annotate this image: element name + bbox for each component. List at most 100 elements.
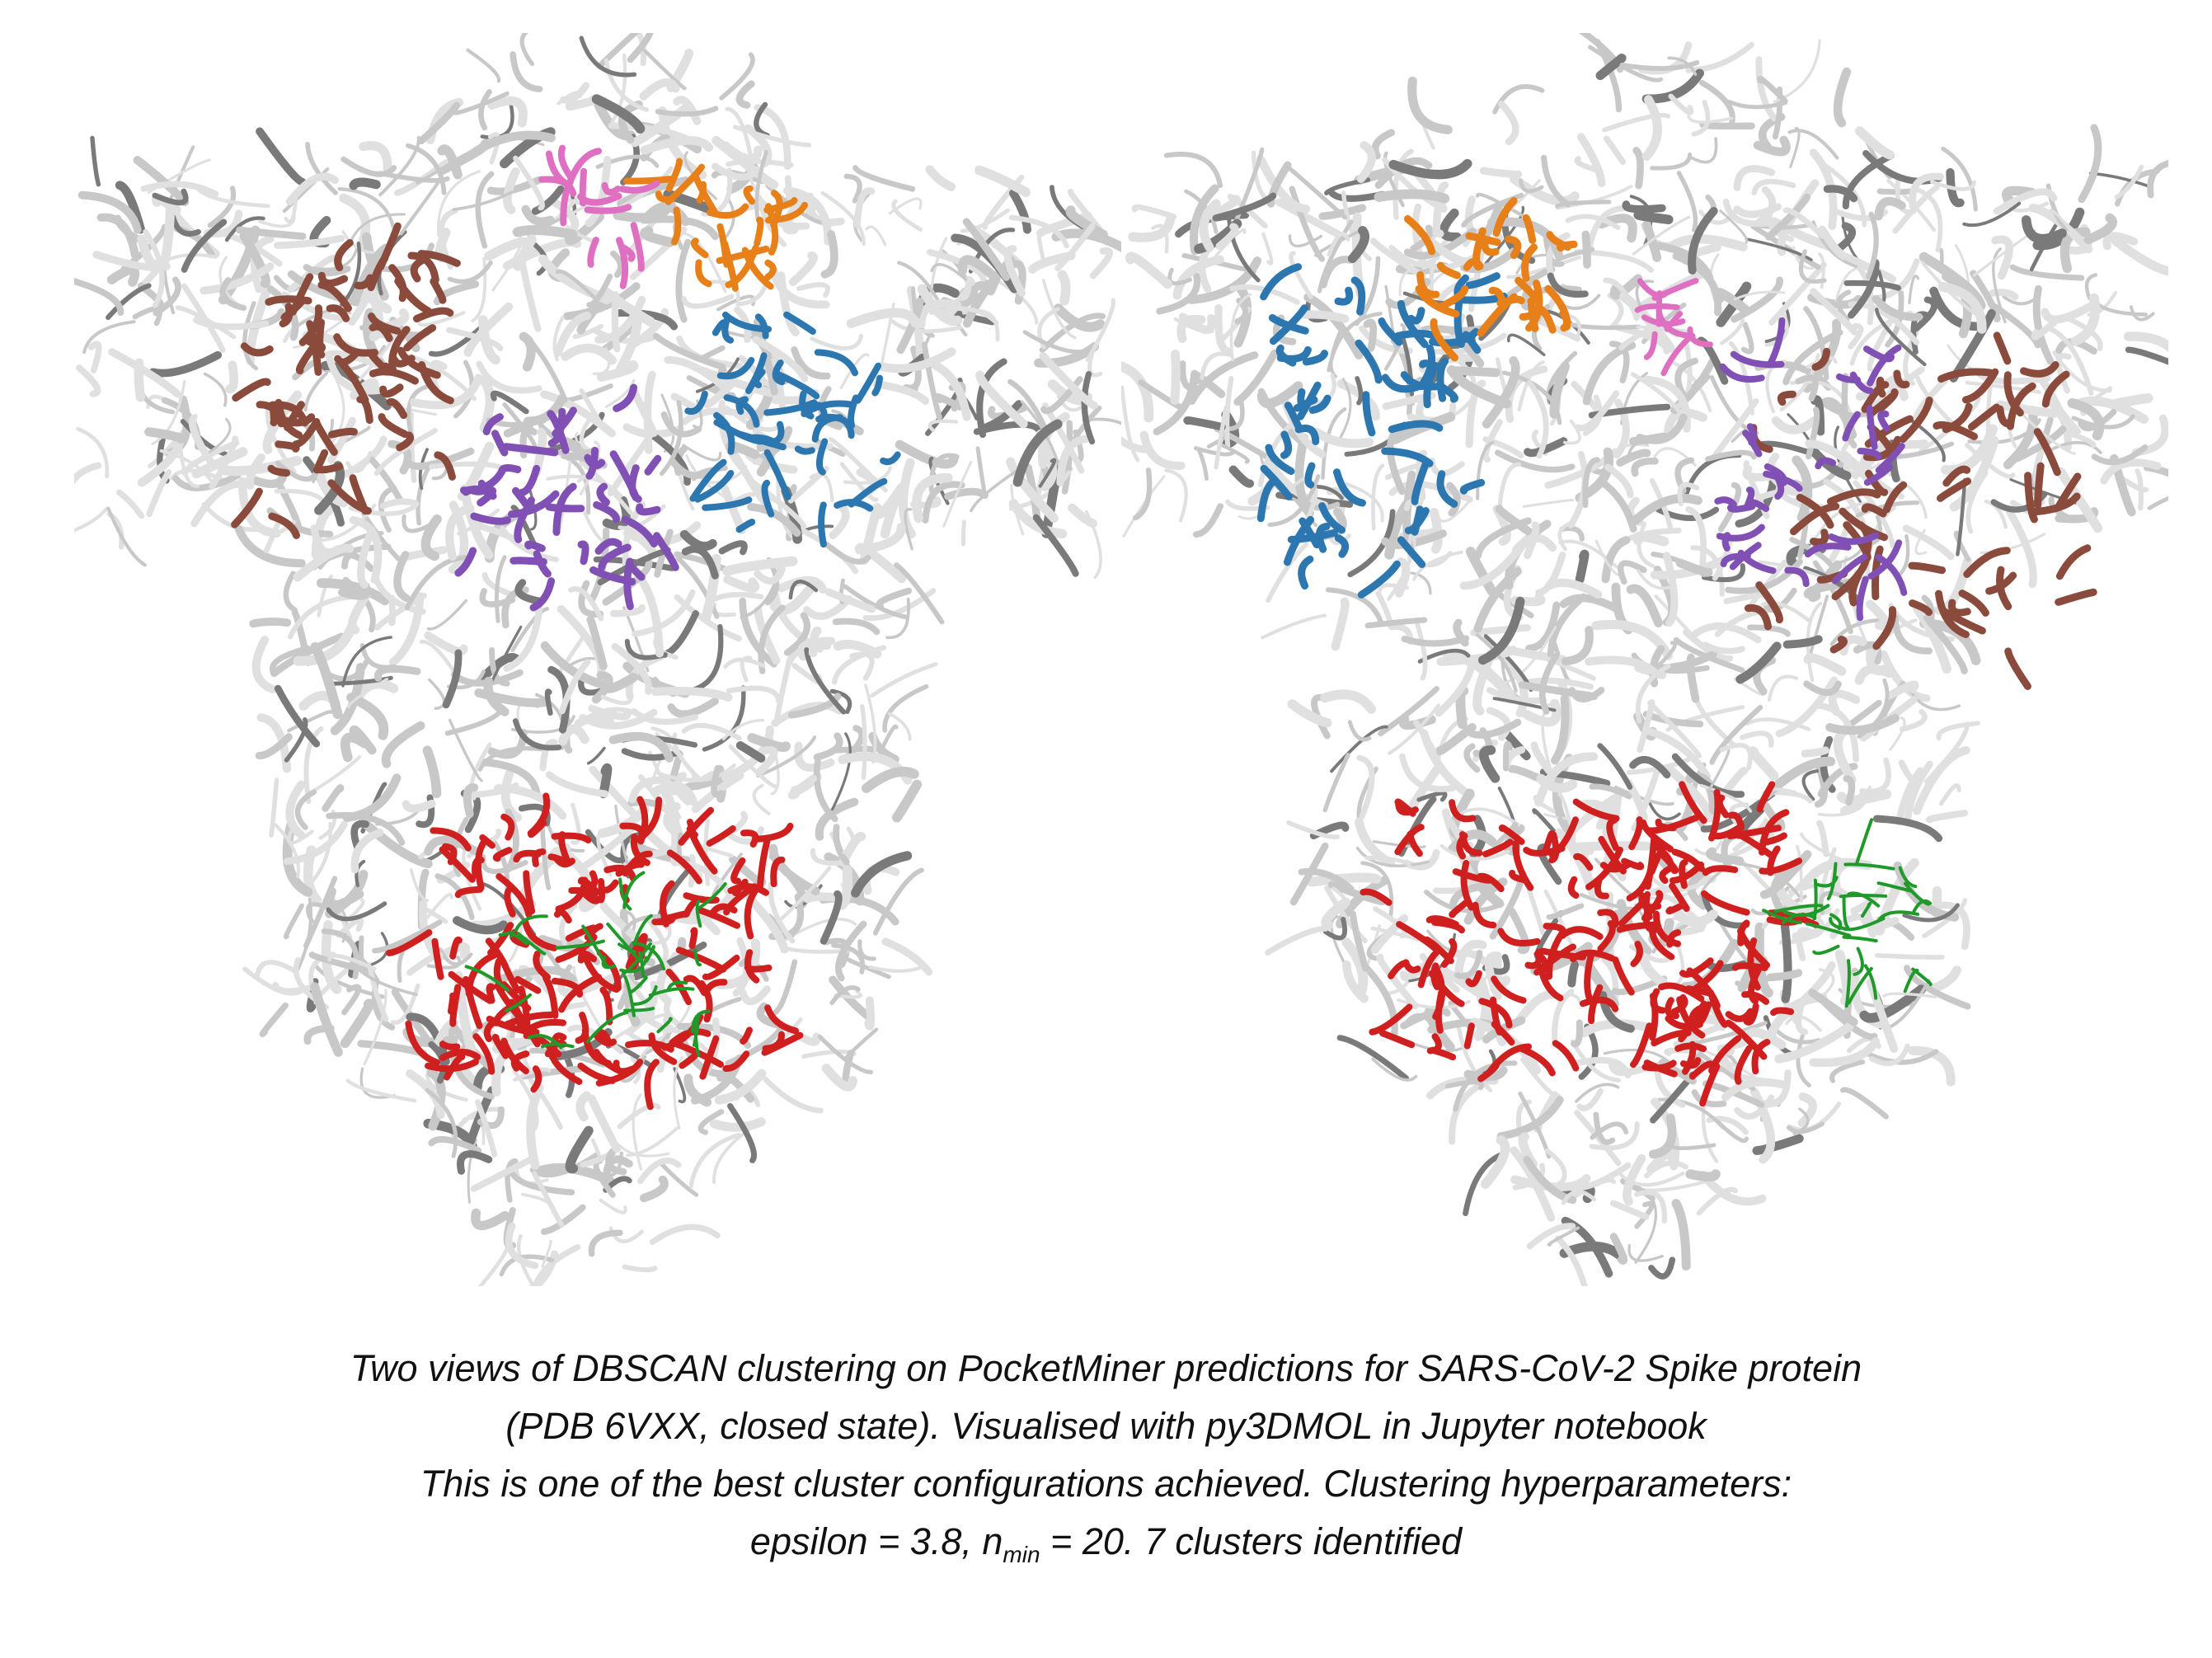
ribbon-segment bbox=[1649, 478, 1674, 534]
cluster-segment bbox=[1832, 553, 1868, 585]
cluster-segment bbox=[597, 878, 605, 904]
ribbon-segment bbox=[2055, 467, 2103, 533]
ribbon-segment bbox=[225, 360, 239, 394]
spike-ribbon-render-left bbox=[74, 33, 1121, 1286]
ribbon-segment bbox=[769, 580, 818, 615]
ribbon-segment bbox=[568, 586, 604, 622]
ribbon-segment bbox=[1677, 481, 1700, 507]
cluster-segment bbox=[386, 929, 433, 956]
cluster-segment bbox=[483, 1017, 500, 1042]
cluster-segment bbox=[501, 961, 521, 993]
ribbon-segment bbox=[1347, 226, 1369, 264]
ribbon-segment bbox=[1808, 594, 1829, 656]
ribbon-segment bbox=[674, 594, 742, 642]
ribbon-segment bbox=[1604, 135, 1627, 166]
ribbon-segment bbox=[2091, 444, 2149, 466]
ribbon-segment bbox=[1410, 571, 1432, 595]
ribbon-segment bbox=[1668, 93, 1693, 115]
ribbon-segment bbox=[327, 953, 377, 971]
cluster-segment bbox=[744, 964, 773, 973]
cluster-segment bbox=[1612, 956, 1635, 996]
cluster-segment bbox=[1784, 566, 1810, 588]
ribbon-segment bbox=[390, 983, 420, 1025]
ribbon-segment bbox=[1810, 448, 1852, 481]
cluster-segment bbox=[1439, 383, 1458, 403]
ribbon-segment bbox=[1642, 220, 1662, 262]
ribbon-segment bbox=[1902, 524, 1955, 561]
ribbon-segment bbox=[532, 1244, 581, 1286]
ribbon-segment bbox=[207, 186, 237, 228]
ribbon-segment bbox=[821, 1064, 857, 1092]
ribbon-segment bbox=[1463, 1066, 1508, 1082]
ribbon-segment bbox=[422, 745, 442, 799]
ribbon-segment bbox=[1673, 909, 1718, 928]
ribbon-segment bbox=[796, 282, 830, 298]
ribbon-segment bbox=[1865, 211, 1879, 279]
ribbon-segment bbox=[733, 124, 812, 148]
ribbon-segment bbox=[2135, 468, 2144, 511]
ribbon-segment bbox=[673, 1067, 687, 1104]
cluster-segment bbox=[275, 440, 300, 453]
ribbon-segment bbox=[1170, 349, 1181, 405]
cluster-segment bbox=[1284, 402, 1303, 431]
ribbon-segment bbox=[976, 358, 1007, 439]
cluster-segment bbox=[397, 346, 441, 379]
ribbon-segment bbox=[1779, 353, 1820, 411]
ribbon-segment bbox=[1376, 953, 1419, 1010]
ribbon-segment bbox=[151, 379, 186, 446]
ribbon-segment bbox=[429, 461, 505, 471]
ribbon-segment bbox=[500, 769, 522, 822]
ribbon-segment bbox=[804, 647, 847, 715]
ribbon-segment bbox=[1559, 525, 1585, 542]
ribbon-segment bbox=[341, 552, 375, 572]
cluster-segment bbox=[732, 878, 749, 896]
ribbon-segment bbox=[74, 506, 109, 533]
ribbon-segment bbox=[337, 187, 397, 236]
cluster-segment bbox=[1397, 299, 1429, 349]
ribbon-segment bbox=[417, 311, 466, 327]
ribbon-segment bbox=[1300, 310, 1350, 323]
ribbon-segment bbox=[1327, 881, 1387, 906]
ribbon-segment bbox=[631, 589, 696, 637]
ribbon-segment bbox=[1355, 846, 1430, 867]
cluster-segment bbox=[1403, 215, 1436, 256]
ribbon-segment bbox=[514, 579, 543, 605]
ribbon-segment bbox=[1675, 558, 1713, 577]
ribbon-segment bbox=[1635, 279, 1655, 311]
ribbon-segment bbox=[358, 816, 433, 869]
ribbon-segment bbox=[605, 1148, 627, 1176]
ribbon-segment bbox=[1810, 288, 1858, 336]
cluster-segment bbox=[508, 490, 560, 519]
ribbon-segment bbox=[284, 820, 348, 865]
ribbon-segment bbox=[1630, 494, 1702, 526]
cluster-segment bbox=[334, 239, 354, 272]
ribbon-segment bbox=[1552, 799, 1566, 828]
cluster-segment bbox=[388, 264, 407, 303]
ribbon-segment bbox=[510, 51, 543, 92]
ribbon-segment bbox=[1256, 381, 1303, 409]
ribbon-segment bbox=[512, 718, 562, 751]
ribbon-segment bbox=[399, 180, 441, 236]
ribbon-segment bbox=[1874, 196, 1906, 221]
ribbon-segment bbox=[710, 591, 764, 603]
cluster-segment bbox=[716, 357, 755, 380]
ribbon-segment bbox=[589, 765, 639, 819]
cluster-segment bbox=[1459, 478, 1486, 495]
ribbon-segment bbox=[1609, 1200, 1650, 1220]
ribbon-segment bbox=[1519, 178, 1544, 194]
ribbon-segment bbox=[1593, 1111, 1616, 1145]
ribbon-segment bbox=[1526, 1223, 1576, 1250]
ribbon-segment bbox=[1740, 322, 1754, 355]
ribbon-segment bbox=[1289, 842, 1329, 906]
cluster-segment bbox=[801, 400, 854, 417]
ribbon-segment bbox=[1623, 1153, 1646, 1206]
ribbon-segment bbox=[962, 218, 1011, 281]
ribbon-segment bbox=[880, 486, 909, 539]
ribbon-segment bbox=[1717, 481, 1742, 533]
cluster-segment bbox=[1597, 909, 1619, 928]
ribbon-segment bbox=[1179, 360, 1199, 392]
cluster-segment bbox=[2006, 382, 2036, 430]
ribbon-segment bbox=[891, 779, 923, 823]
cluster-segment bbox=[1628, 816, 1643, 851]
cluster-segment bbox=[1407, 307, 1425, 325]
